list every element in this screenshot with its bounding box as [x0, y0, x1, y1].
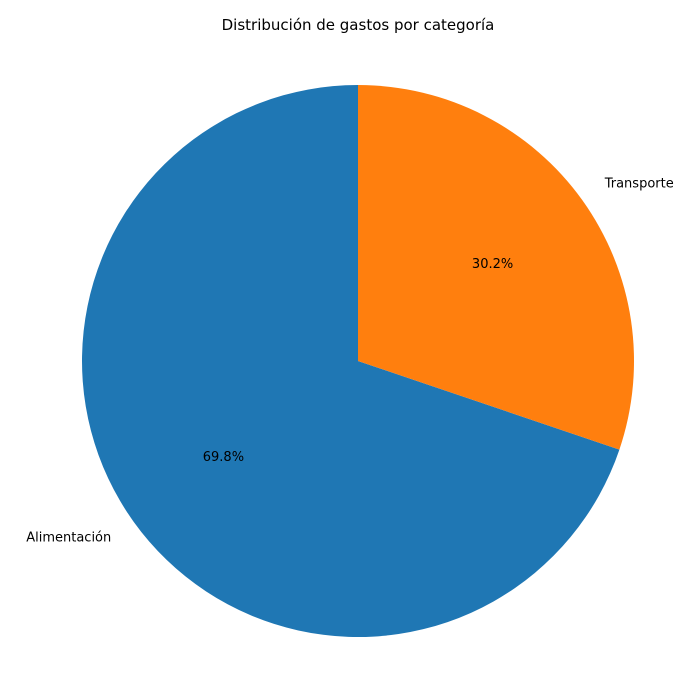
pie-labels: Alimentación 69.8% Transporte 30.2%	[26, 177, 674, 546]
chart-title: Distribución de gastos por categoría	[222, 16, 495, 34]
pie-slices	[82, 85, 634, 637]
pie-slice-1	[358, 85, 634, 450]
slice-pct-label-1: 30.2%	[472, 257, 513, 272]
slice-pct-label-0: 69.8%	[203, 450, 244, 465]
slice-label-1: Transporte	[604, 177, 674, 192]
pie-slice-0	[82, 85, 620, 637]
slice-label-0: Alimentación	[26, 530, 111, 545]
